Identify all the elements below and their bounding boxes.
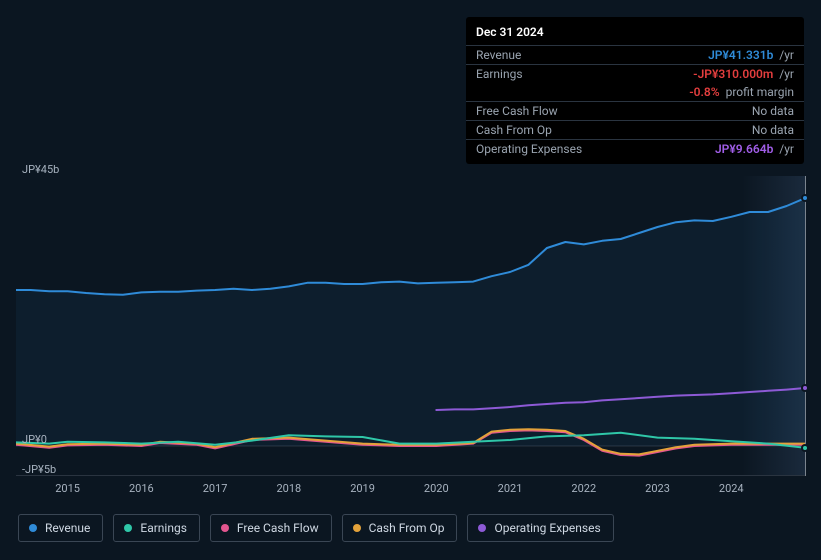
legend-label: Operating Expenses bbox=[494, 521, 600, 535]
x-tick-label: 2021 bbox=[498, 482, 523, 495]
tooltip-row-label bbox=[476, 85, 596, 99]
tooltip-row: Earnings -JP¥310.000m /yr bbox=[466, 64, 804, 83]
x-axis: 2015 2016 2017 2018 2019 2020 2021 2022 2023 2024 bbox=[16, 482, 805, 502]
tooltip-row-value: -JP¥310.000m bbox=[693, 67, 773, 81]
legend-label: Revenue bbox=[45, 521, 90, 535]
data-tooltip: Dec 31 2024 RevenueJP¥41.331b /yrEarning… bbox=[466, 17, 804, 164]
legend-dot-icon bbox=[353, 524, 361, 532]
legend-label: Free Cash Flow bbox=[237, 521, 319, 535]
tooltip-row-suffix: /yr bbox=[776, 48, 794, 62]
tooltip-row-value: No data bbox=[752, 123, 794, 137]
legend-item[interactable]: Free Cash Flow bbox=[210, 514, 332, 542]
x-tick-label: 2019 bbox=[350, 482, 375, 495]
legend-label: Cash From Op bbox=[369, 521, 445, 535]
series-end-dot bbox=[801, 194, 809, 202]
y-tick-label: JP¥0 bbox=[22, 433, 47, 446]
tooltip-row: Operating Expenses JP¥9.664b /yr bbox=[466, 139, 804, 158]
x-tick-label: 2018 bbox=[276, 482, 301, 495]
tooltip-row-value: -0.8% bbox=[689, 85, 719, 99]
chart-plot bbox=[16, 176, 805, 476]
tooltip-row-value: No data bbox=[752, 104, 794, 118]
tooltip-date: Dec 31 2024 bbox=[466, 23, 804, 45]
x-tick-label: 2016 bbox=[129, 482, 154, 495]
legend-dot-icon bbox=[124, 524, 132, 532]
legend-item[interactable]: Cash From Op bbox=[342, 514, 458, 542]
y-tick-label: -JP¥5b bbox=[22, 463, 56, 476]
hover-guideline bbox=[805, 176, 806, 476]
legend-item[interactable]: Earnings bbox=[113, 514, 200, 542]
tooltip-row-label: Free Cash Flow bbox=[476, 104, 596, 118]
tooltip-row: -0.8% profit margin bbox=[466, 83, 804, 101]
tooltip-row: Revenue JP¥41.331b /yr bbox=[466, 45, 804, 64]
x-tick-label: 2023 bbox=[645, 482, 670, 495]
y-tick-label: JP¥45b bbox=[22, 163, 59, 176]
legend-item[interactable]: Operating Expenses bbox=[467, 514, 613, 542]
series-end-dot bbox=[801, 444, 809, 452]
chart-legend: Revenue Earnings Free Cash Flow Cash From O… bbox=[18, 514, 614, 542]
tooltip-row-label: Revenue bbox=[476, 48, 596, 62]
tooltip-row-value: JP¥9.664b bbox=[715, 142, 773, 156]
x-tick-label: 2017 bbox=[203, 482, 228, 495]
tooltip-row-suffix: /yr bbox=[776, 142, 794, 156]
series-end-dot bbox=[801, 384, 809, 392]
x-tick-label: 2015 bbox=[55, 482, 80, 495]
tooltip-row: Free Cash Flow No data bbox=[466, 101, 804, 120]
legend-dot-icon bbox=[221, 524, 229, 532]
x-tick-label: 2020 bbox=[424, 482, 449, 495]
legend-dot-icon bbox=[478, 524, 486, 532]
legend-label: Earnings bbox=[140, 521, 187, 535]
tooltip-row: Cash From Op No data bbox=[466, 120, 804, 139]
tooltip-row-value: JP¥41.331b bbox=[708, 48, 773, 62]
tooltip-row-label: Earnings bbox=[476, 67, 596, 81]
legend-item[interactable]: Revenue bbox=[18, 514, 103, 542]
legend-dot-icon bbox=[29, 524, 37, 532]
tooltip-row-suffix: profit margin bbox=[723, 85, 794, 99]
x-tick-label: 2024 bbox=[719, 482, 744, 495]
tooltip-row-suffix: /yr bbox=[776, 67, 794, 81]
tooltip-row-label: Operating Expenses bbox=[476, 142, 596, 156]
tooltip-row-label: Cash From Op bbox=[476, 123, 596, 137]
x-tick-label: 2022 bbox=[571, 482, 596, 495]
